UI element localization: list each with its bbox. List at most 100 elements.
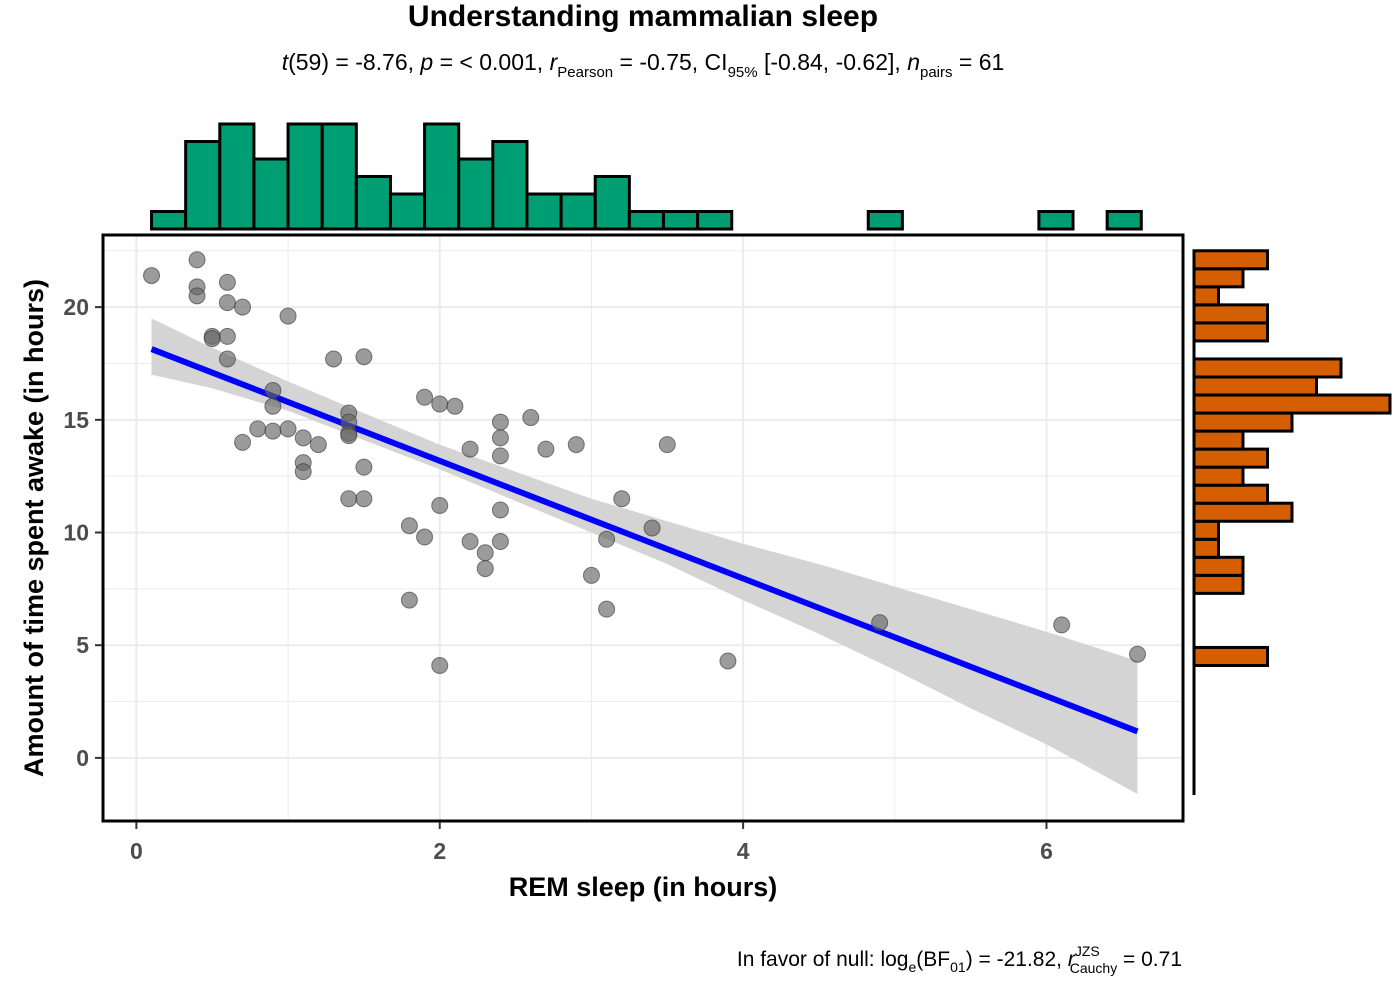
data-point — [598, 530, 616, 548]
x-axis-ticks: 0 2 4 6 — [130, 822, 1053, 864]
data-point — [719, 652, 737, 670]
caption-r-sup: JZS — [1075, 943, 1100, 959]
data-point — [218, 294, 236, 312]
x-histogram-bar — [1105, 210, 1143, 231]
subtitle-r: r — [550, 49, 559, 75]
x-histogram-bar — [286, 122, 324, 231]
x-histogram-bar — [491, 140, 529, 231]
data-point — [1128, 645, 1146, 663]
data-point — [476, 544, 494, 562]
x-histogram-bar — [559, 192, 597, 231]
data-point — [476, 560, 494, 578]
y-tick-label: 20 — [63, 294, 89, 320]
subtitle-ci-sub: 95% — [728, 64, 758, 81]
data-point — [234, 298, 252, 316]
data-point — [491, 429, 509, 447]
data-point — [279, 307, 297, 325]
y-histogram-bar — [1192, 537, 1220, 559]
x-tick-label: 2 — [433, 838, 446, 864]
subtitle-p-value: = < 0.001, — [433, 49, 549, 75]
scatter-points — [143, 251, 1146, 674]
y-histogram-bar — [1192, 411, 1294, 433]
caption-suffix: = 0.71 — [1117, 948, 1182, 971]
y-axis-label: Amount of time spent awake (in hours) — [19, 279, 49, 777]
x-histogram-bar — [354, 175, 392, 231]
y-histogram-bar — [1192, 303, 1269, 325]
subtitle-ci-value: [-0.84, -0.62], — [758, 49, 908, 75]
x-histogram-bar — [627, 210, 665, 231]
data-point — [567, 436, 585, 454]
data-point — [1053, 616, 1071, 634]
data-point — [400, 517, 418, 535]
data-point — [249, 420, 267, 438]
data-point — [416, 388, 434, 406]
data-point — [431, 496, 449, 514]
data-point — [491, 533, 509, 551]
y-tick-label: 10 — [63, 520, 89, 546]
data-point — [279, 420, 297, 438]
data-point — [658, 436, 676, 454]
data-point — [613, 490, 631, 508]
y-histogram-bar — [1192, 483, 1269, 505]
subtitle-n-value: = 61 — [953, 49, 1005, 75]
chart-caption: In favor of null: loge(BF01) = -21.82, r… — [737, 943, 1182, 976]
caption-bf: (BF — [916, 948, 950, 971]
y-tick-label: 5 — [76, 632, 89, 658]
data-point — [355, 490, 373, 508]
caption-log-sub: e — [908, 959, 916, 975]
data-point — [400, 591, 418, 609]
x-histogram-bar — [593, 175, 631, 231]
y-histogram-bar — [1192, 321, 1269, 343]
subtitle-p: p — [419, 49, 433, 75]
data-point — [431, 395, 449, 413]
x-histogram-bar — [218, 122, 256, 231]
y-histogram-bar — [1192, 249, 1269, 271]
subtitle-r-sub: Pearson — [557, 64, 613, 81]
data-point — [461, 440, 479, 458]
y-histogram-bar — [1192, 429, 1245, 451]
x-histogram-bar — [252, 157, 290, 231]
caption-r-sub: Cauchy — [1070, 960, 1117, 976]
data-point — [309, 436, 327, 454]
x-histogram-bar — [525, 192, 563, 231]
y-histogram-bar — [1192, 555, 1245, 577]
data-point — [218, 273, 236, 291]
caption-mid: ) = -21.82, — [966, 948, 1068, 971]
x-histogram-bar — [457, 157, 495, 231]
caption-prefix: In favor of null: log — [737, 948, 909, 971]
x-tick-label: 4 — [737, 838, 750, 864]
data-point — [264, 422, 282, 440]
caption-r: r — [1068, 948, 1076, 971]
y-histogram-bar — [1192, 447, 1269, 469]
x-tick-label: 0 — [130, 838, 143, 864]
x-tick-label: 6 — [1040, 838, 1053, 864]
y-histogram-bar — [1192, 375, 1318, 397]
data-point — [355, 348, 373, 366]
confidence-band — [151, 318, 1138, 794]
data-point — [188, 287, 206, 305]
y-histogram-bar — [1192, 393, 1392, 415]
y-histogram-bar — [1192, 357, 1343, 379]
y-histogram-bar — [1192, 573, 1245, 595]
subtitle-n-sub: pairs — [920, 64, 953, 81]
x-histogram-bar — [661, 210, 700, 231]
plot-panel-border — [101, 233, 1185, 823]
subtitle-r-value: = -0.75, CI — [613, 49, 727, 75]
x-histogram-bar — [1037, 210, 1075, 231]
data-point — [355, 458, 373, 476]
x-histogram-bar — [150, 210, 188, 231]
x-histogram-bar — [184, 140, 222, 231]
y-tick-label: 15 — [63, 407, 89, 433]
data-point — [340, 490, 358, 508]
data-point — [218, 350, 236, 368]
data-point — [294, 429, 312, 447]
data-point — [491, 447, 509, 465]
data-point — [294, 463, 312, 481]
data-point — [431, 656, 449, 674]
data-point — [446, 397, 464, 415]
data-point — [143, 267, 161, 285]
chart-title: Understanding mammalian sleep — [408, 0, 878, 33]
data-point — [537, 440, 555, 458]
x-axis-label: REM sleep (in hours) — [509, 872, 778, 902]
